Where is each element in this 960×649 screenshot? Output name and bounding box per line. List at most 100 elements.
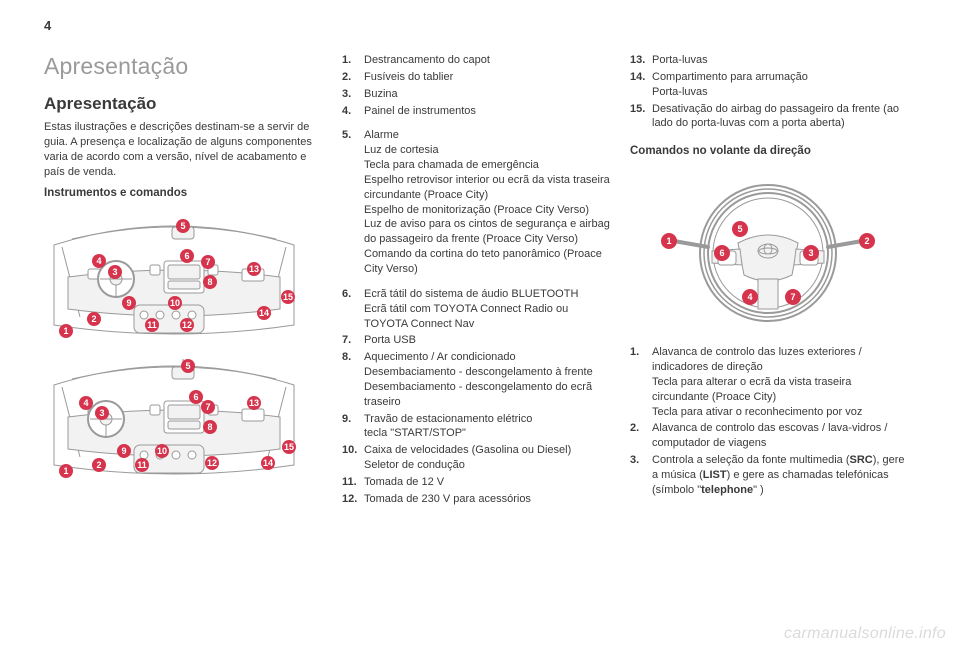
svg-text:11: 11 <box>137 460 147 470</box>
list-item-text: Desativação do airbag do passageiro da f… <box>652 102 906 132</box>
list-item-text: Fusíveis do tablier <box>364 70 612 85</box>
svg-text:8: 8 <box>207 277 212 287</box>
list-item-subtext: Porta-luvas <box>652 85 906 100</box>
list-item-number: 3. <box>342 87 364 102</box>
list-item: 3.Controla a seleção da fonte multimedia… <box>630 453 906 498</box>
svg-text:5: 5 <box>185 361 190 371</box>
list-item: 13.Porta-luvas <box>630 53 906 68</box>
svg-text:9: 9 <box>126 298 131 308</box>
list-item: 2.Alavanca de controlo das escovas / lav… <box>630 421 906 451</box>
list-item: 8.Aquecimento / Ar condicionadoDesembaci… <box>342 350 612 409</box>
svg-text:1: 1 <box>63 466 68 476</box>
list-item-text: Porta-luvas <box>652 53 906 68</box>
intro-text: Estas ilustrações e descrições destinam-… <box>44 120 324 179</box>
list-item-text: Tomada de 230 V para acessórios <box>364 492 612 507</box>
list-item: 3.Buzina <box>342 87 612 102</box>
list-item: 4.Painel de instrumentos <box>342 104 612 119</box>
svg-text:14: 14 <box>259 308 269 318</box>
list-item: 15.Desativação do airbag do passageiro d… <box>630 102 906 132</box>
svg-text:2: 2 <box>91 314 96 324</box>
list-item-number: 11. <box>342 475 364 490</box>
list-item-number: 14. <box>630 70 652 100</box>
list-item: 10.Caixa de velocidades (Gasolina ou Die… <box>342 443 612 473</box>
list-item: 6.Ecrã tátil do sistema de áudio BLUETOO… <box>342 287 612 332</box>
svg-text:5: 5 <box>180 221 185 231</box>
list-item-text: Tomada de 12 V <box>364 475 612 490</box>
list-item-number: 5. <box>342 128 364 276</box>
list-item-subtext: Luz de cortesia <box>364 143 612 158</box>
list-item: 1.Destrancamento do capot <box>342 53 612 68</box>
svg-text:3: 3 <box>112 267 117 277</box>
dashboard-illustration-2: 123456789101112131415 <box>44 345 304 479</box>
subhead-instruments: Instrumentos e comandos <box>44 187 324 199</box>
list-item: 12.Tomada de 230 V para acessórios <box>342 492 612 507</box>
svg-text:6: 6 <box>184 251 189 261</box>
subsection-title: Apresentação <box>44 94 324 114</box>
list-item-number: 12. <box>342 492 364 507</box>
list-right-b: 1.Alavanca de controlo das luzes exterio… <box>630 345 906 497</box>
list-item-text: Painel de instrumentos <box>364 104 612 119</box>
list-item-number: 8. <box>342 350 364 409</box>
list-item-text: Porta USB <box>364 333 612 348</box>
svg-text:4: 4 <box>96 256 101 266</box>
dashboard-illustration-1: 123456789101112131415 <box>44 205 304 339</box>
list-item-subtext: Desembaciamento - descongelamento à fren… <box>364 365 612 380</box>
svg-text:2: 2 <box>96 460 101 470</box>
svg-text:2: 2 <box>864 236 869 246</box>
list-mid-b: 5.AlarmeLuz de cortesiaTecla para chamad… <box>342 128 612 276</box>
list-item-subtext: Espelho de monitorização (Proace City Ve… <box>364 203 612 218</box>
svg-text:6: 6 <box>719 248 724 258</box>
list-item: 2.Fusíveis do tablier <box>342 70 612 85</box>
list-item-number: 13. <box>630 53 652 68</box>
svg-text:6: 6 <box>193 392 198 402</box>
list-item: 5.AlarmeLuz de cortesiaTecla para chamad… <box>342 128 612 276</box>
list-item-number: 9. <box>342 412 364 442</box>
svg-text:12: 12 <box>182 320 192 330</box>
svg-text:7: 7 <box>790 292 795 302</box>
svg-text:10: 10 <box>157 446 167 456</box>
list-item-text: Aquecimento / Ar condicionadoDesembaciam… <box>364 350 612 409</box>
list-item-number: 2. <box>630 421 652 451</box>
svg-text:4: 4 <box>83 398 88 408</box>
list-item-text: AlarmeLuz de cortesiaTecla para chamada … <box>364 128 612 276</box>
svg-text:11: 11 <box>147 320 157 330</box>
col-middle: 1.Destrancamento do capot 2.Fusíveis do t… <box>342 53 612 509</box>
watermark: carmanualsonline.info <box>784 625 946 643</box>
page-number: 4 <box>44 18 914 33</box>
svg-text:12: 12 <box>207 458 217 468</box>
list-item-text: Destrancamento do capot <box>364 53 612 68</box>
svg-text:13: 13 <box>249 264 259 274</box>
list-item-number: 7. <box>342 333 364 348</box>
list-item-text: Alavanca de controlo das luzes exteriore… <box>652 345 906 419</box>
list-item-text: Controla a seleção da fonte multimedia (… <box>652 453 906 498</box>
svg-text:9: 9 <box>121 446 126 456</box>
svg-text:3: 3 <box>808 248 813 258</box>
steering-illustration: 1 2 3 4 5 6 7 <box>653 167 883 337</box>
col-left: Apresentação Apresentação Estas ilustraç… <box>44 53 324 509</box>
col-right: 13.Porta-luvas14.Compartimento para arru… <box>630 53 906 509</box>
svg-text:15: 15 <box>283 292 293 302</box>
list-item-number: 4. <box>342 104 364 119</box>
list-item-text: Buzina <box>364 87 612 102</box>
svg-text:10: 10 <box>170 298 180 308</box>
list-item-text: Alavanca de controlo das escovas / lava-… <box>652 421 906 451</box>
svg-text:7: 7 <box>205 402 210 412</box>
svg-text:3: 3 <box>99 408 104 418</box>
svg-text:1: 1 <box>666 236 671 246</box>
list-item-number: 6. <box>342 287 364 332</box>
columns: Apresentação Apresentação Estas ilustraç… <box>44 53 914 509</box>
svg-text:5: 5 <box>737 224 742 234</box>
list-item-number: 10. <box>342 443 364 473</box>
list-item-subtext: Tecla para alterar o ecrã da vista trase… <box>652 375 906 405</box>
svg-text:14: 14 <box>263 458 273 468</box>
list-mid-a: 1.Destrancamento do capot 2.Fusíveis do t… <box>342 53 612 118</box>
list-item-subtext: Seletor de condução <box>364 458 612 473</box>
list-right-a: 13.Porta-luvas14.Compartimento para arru… <box>630 53 906 131</box>
svg-text:4: 4 <box>747 292 752 302</box>
svg-text:13: 13 <box>249 398 259 408</box>
svg-text:8: 8 <box>207 422 212 432</box>
section-title: Apresentação <box>44 53 324 80</box>
list-item-subtext: Espelho retrovisor interior ou ecrã da v… <box>364 173 612 203</box>
list-item: 14.Compartimento para arrumaçãoPorta-luv… <box>630 70 906 100</box>
list-item: 9.Travão de estacionamento elétricotecla… <box>342 412 612 442</box>
